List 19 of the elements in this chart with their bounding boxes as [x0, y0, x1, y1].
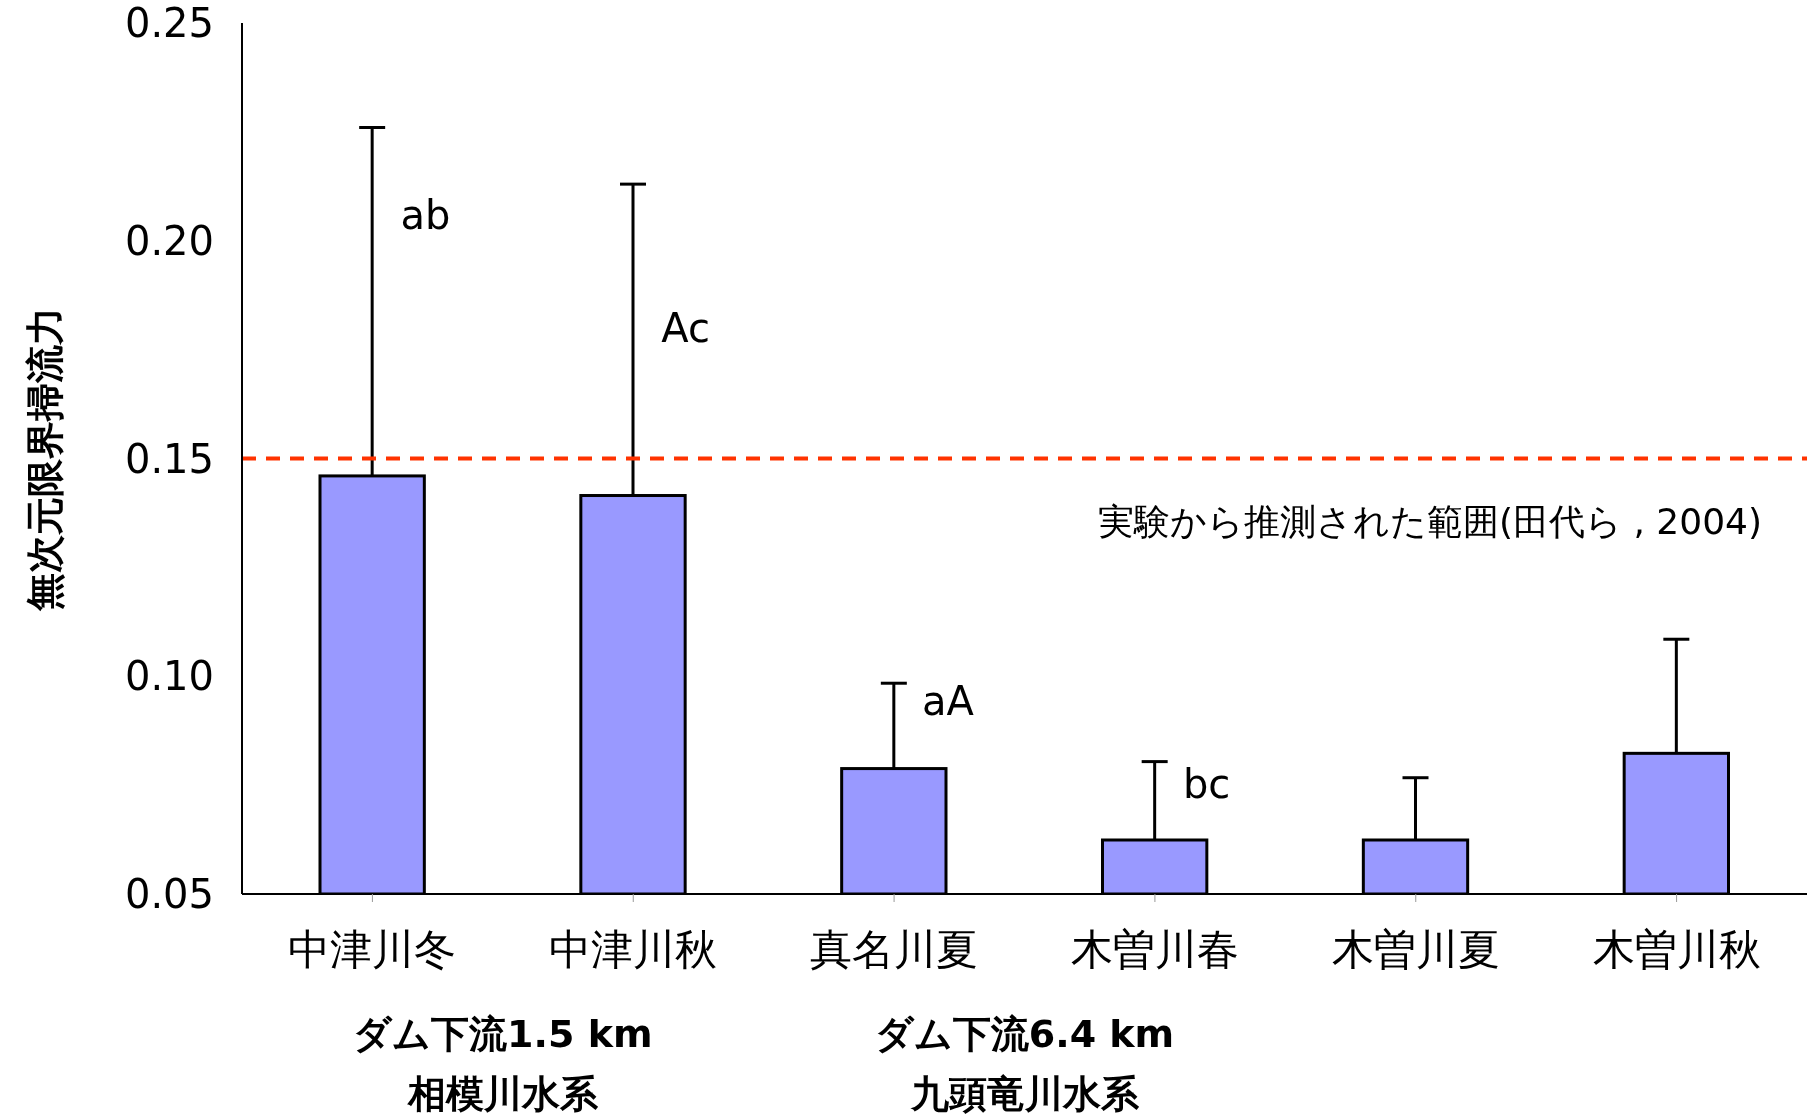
x-tick-label: 木曽川春 [1070, 924, 1239, 974]
x-tick-label: 中津川冬 [288, 924, 457, 974]
ref-line-label: 実験から推測された範囲(田代ら , 2004) [1097, 500, 1762, 542]
annotation: bc [1182, 760, 1231, 807]
y-axis-title: 無次元限界掃流力 [23, 306, 68, 612]
y-tick-label: 0.10 [124, 653, 214, 700]
x-tick-label: 木曽川夏 [1331, 924, 1500, 974]
x-tick-label: 真名川夏 [810, 924, 979, 974]
annotation: Ac [661, 305, 710, 352]
y-tick-label: 0.15 [124, 435, 214, 482]
annotation: aA [922, 677, 975, 724]
annotation: ab [400, 191, 451, 238]
y-tick-label: 0.25 [124, 0, 214, 47]
x-tick-label: 中津川秋 [549, 924, 718, 974]
y-tick-label: 0.20 [124, 217, 214, 264]
x-tick-label: 木曽川秋 [1592, 924, 1761, 974]
text: ダム下流1.5 km 相模川水系 [352, 1011, 654, 1118]
y-tick-label: 0.05 [124, 871, 214, 918]
text: ダム下流6.4 km 九頭竜川水系 [873, 1011, 1176, 1118]
